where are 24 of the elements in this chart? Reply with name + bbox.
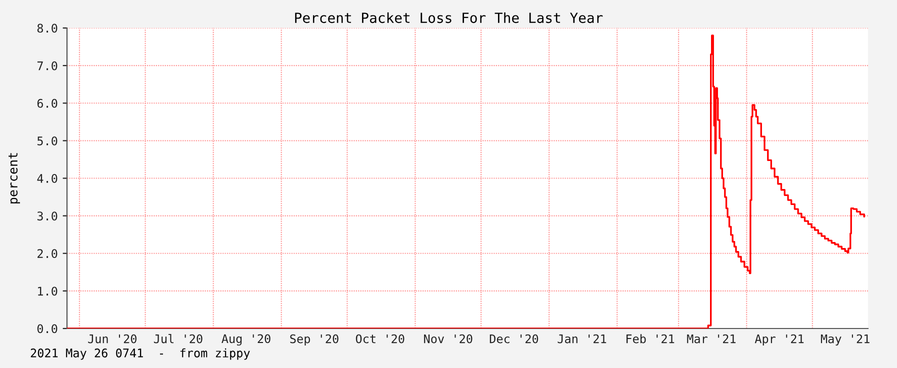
y-tick-label: 4.0 xyxy=(37,174,58,183)
y-tick-label: 2.0 xyxy=(38,249,58,258)
x-tick-label: Apr '21 xyxy=(754,334,804,346)
x-tick-label: Dec '20 xyxy=(490,334,538,344)
y-tick-label: 6.0 xyxy=(37,98,58,108)
y-tick-label: 1.0 xyxy=(38,286,58,296)
y-tick-label: 7.0 xyxy=(37,61,58,70)
chart-title: Percent Packet Loss For The Last Year xyxy=(295,12,603,24)
y-tick-label: 5.0 xyxy=(37,136,58,146)
x-tick-label: Nov '20 xyxy=(424,334,472,344)
y-tick-label: 3.0 xyxy=(37,212,58,220)
x-tick-label: Jun '20 xyxy=(88,334,136,344)
x-tick-label: May '21 xyxy=(820,334,870,346)
x-tick-label: Oct '20 xyxy=(356,334,404,344)
x-tick-label: Sep '20 xyxy=(290,334,338,346)
x-tick-label: Aug '20 xyxy=(222,334,270,346)
text: 2021 May 26 0741 - from zippy xyxy=(30,348,250,360)
x-tick-label: Jan '21 xyxy=(558,334,606,344)
x-tick-label: Feb '21 xyxy=(626,334,674,344)
x-tick-label: Mar '21 xyxy=(687,334,736,344)
y-tick-label: 0.0 xyxy=(37,324,58,334)
y-tick-label: 8.0 xyxy=(37,24,58,33)
y-axis-title: percent xyxy=(8,153,20,204)
x-tick-label: Jul '20 xyxy=(154,334,202,344)
